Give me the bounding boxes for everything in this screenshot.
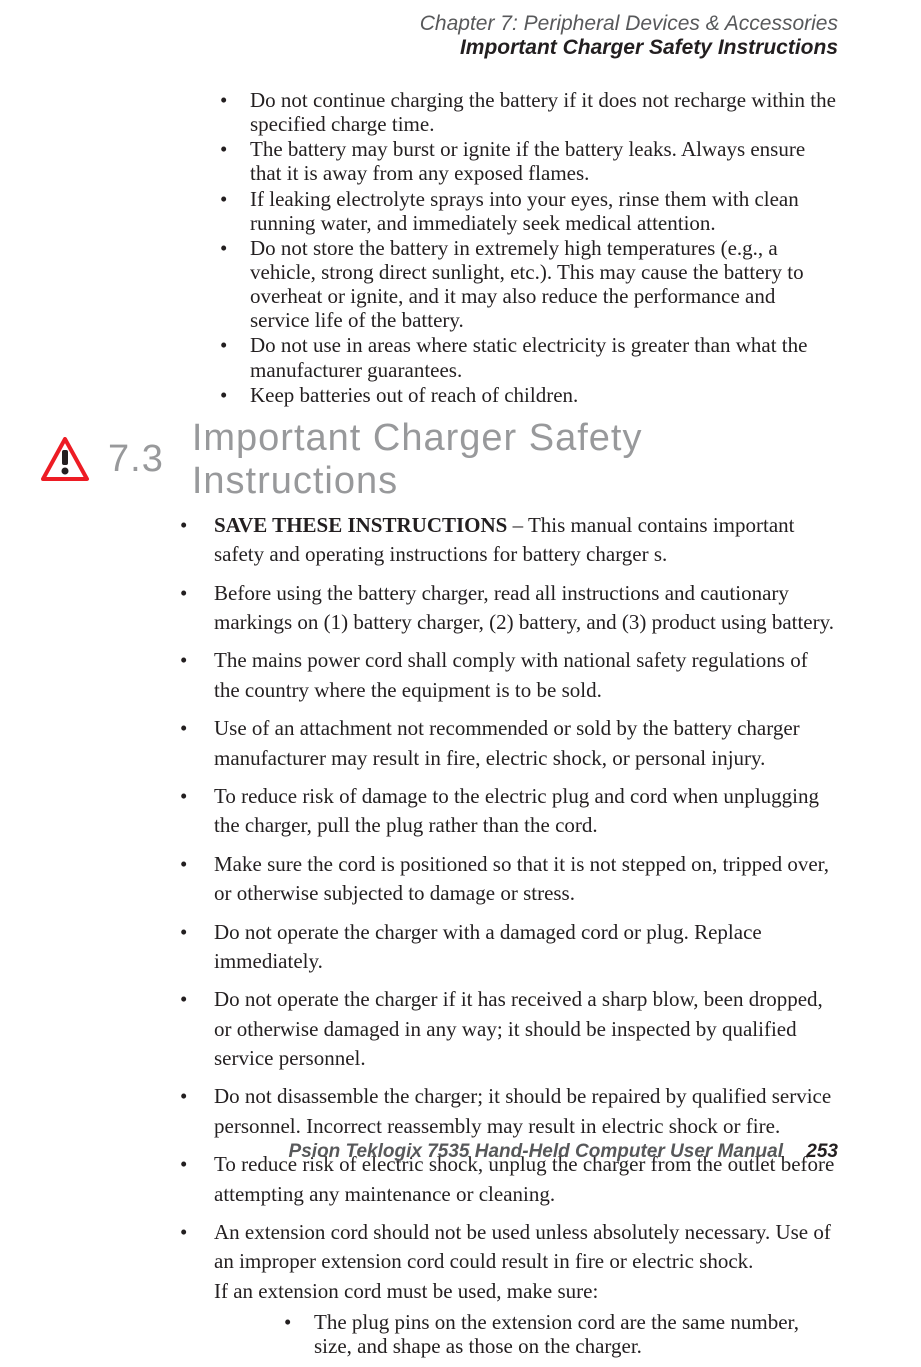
- list-item: To reduce risk of damage to the electric…: [180, 782, 838, 841]
- item-subtext: If an extension cord must be used, make …: [214, 1279, 598, 1303]
- list-item: Use of an attachment not recommended or …: [180, 714, 838, 773]
- list-item: Make sure the cord is positioned so that…: [180, 850, 838, 909]
- heading-number: 7.3: [108, 438, 164, 481]
- list-item-text: Keep batteries out of reach of children.: [250, 383, 578, 407]
- charger-instructions-list: SAVE THESE INSTRUCTIONS – This manual co…: [180, 511, 838, 1359]
- list-item: Do not operate the charger if it has rec…: [180, 985, 838, 1073]
- page-footer: Psion Teklogix 7535 Hand-Held Computer U…: [289, 1141, 838, 1163]
- chapter-title: Chapter 7: Peripheral Devices & Accessor…: [420, 12, 838, 36]
- warning-icon: [40, 437, 90, 483]
- bold-text: SAVE THESE INSTRUCTIONS: [214, 513, 507, 537]
- section-title: Important Charger Safety Instructions: [420, 36, 838, 60]
- list-item: Do not operate the charger with a damage…: [180, 918, 838, 977]
- list-item: The battery may burst or ignite if the b…: [220, 137, 838, 185]
- battery-warnings-list: Do not continue charging the battery if …: [220, 88, 838, 407]
- page-number: 253: [806, 1141, 838, 1162]
- list-item: The plug pins on the extension cord are …: [284, 1310, 838, 1358]
- section-heading: 7.3 Important Charger Safety Instruction…: [40, 417, 838, 503]
- footer-title: Psion Teklogix 7535 Hand-Held Computer U…: [289, 1141, 783, 1162]
- item-text: An extension cord should not be used unl…: [214, 1220, 831, 1273]
- list-item: Do not store the battery in extremely hi…: [220, 236, 838, 333]
- list-item: Do not continue charging the battery if …: [220, 88, 838, 136]
- extension-cord-sublist: The plug pins on the extension cord are …: [284, 1310, 838, 1358]
- list-item: Do not disassemble the charger; it shoul…: [180, 1082, 838, 1141]
- list-item: Do not use in areas where static electri…: [220, 333, 838, 381]
- list-item: Before using the battery charger, read a…: [180, 579, 838, 638]
- list-item: An extension cord should not be used unl…: [180, 1218, 838, 1358]
- list-item: SAVE THESE INSTRUCTIONS – This manual co…: [180, 511, 838, 570]
- list-item: The mains power cord shall comply with n…: [180, 646, 838, 705]
- list-item: If leaking electrolyte sprays into your …: [220, 187, 838, 235]
- page-header: Chapter 7: Peripheral Devices & Accessor…: [420, 12, 838, 60]
- list-item: Keep batteries out of reach of children.: [220, 383, 838, 407]
- page-content: Do not continue charging the battery if …: [100, 88, 838, 1367]
- heading-title: Important Charger Safety Instructions: [192, 417, 838, 503]
